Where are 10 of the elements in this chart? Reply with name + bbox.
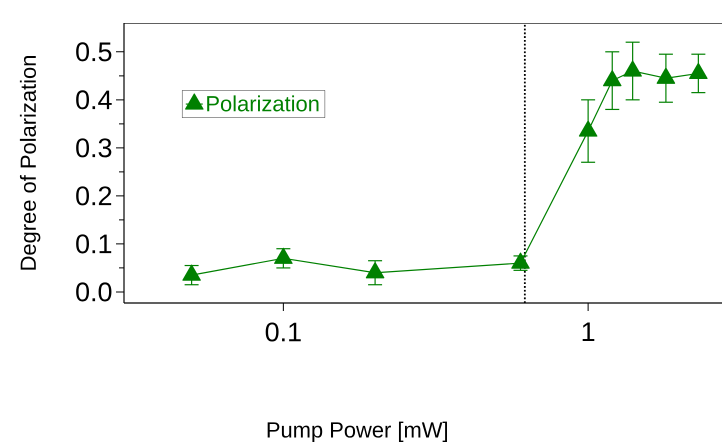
y-tick-label: 0.1 [76,234,112,254]
y-tick-label: 0.0 [76,282,112,302]
y-axis-title: Degree of Polarization [20,56,40,270]
legend-label: Polarization [207,95,318,112]
x-tick-label: 1 [582,322,594,342]
y-tick-label: 0.4 [76,90,112,110]
y-tick-label: 0.5 [76,42,112,62]
x-axis-title: Pump Power [mW] [268,422,447,442]
y-tick-label: 0.2 [76,186,112,206]
y-tick-label: 0.3 [76,138,112,158]
